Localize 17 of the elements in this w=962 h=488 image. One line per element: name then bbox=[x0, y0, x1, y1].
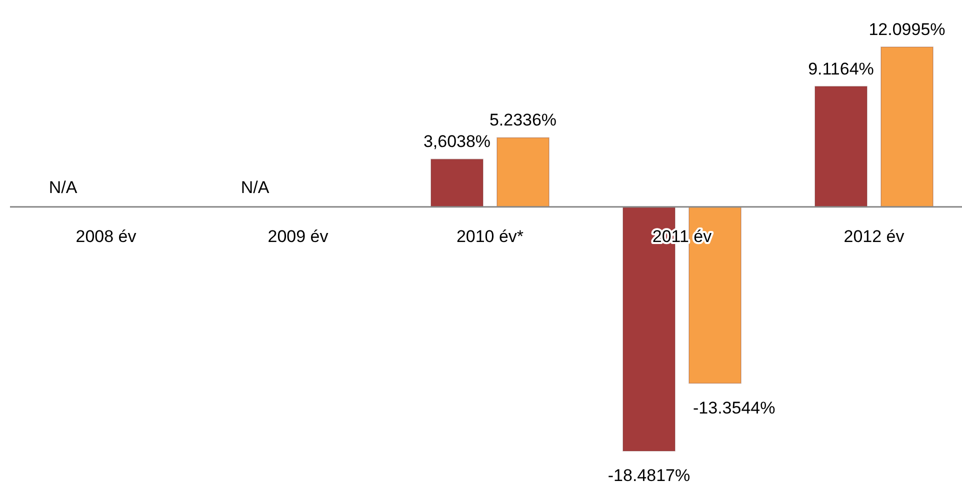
x-tick-label: 2008 év bbox=[76, 226, 137, 246]
bar bbox=[814, 86, 868, 208]
x-tick-label: 2012 év bbox=[844, 226, 905, 246]
text: N/A bbox=[48, 178, 78, 197]
data-label: 12.0995% bbox=[868, 20, 946, 39]
data-label: -13.3544% bbox=[693, 398, 776, 418]
bar bbox=[688, 206, 742, 384]
data-label: 9.1164% bbox=[808, 59, 874, 78]
x-tick-label: 2009 év bbox=[268, 226, 329, 246]
bar bbox=[496, 137, 550, 208]
data-label: 5.2336% bbox=[489, 110, 557, 130]
data-label: 3,6038% bbox=[423, 132, 491, 152]
bar bbox=[880, 46, 934, 208]
bar bbox=[430, 158, 484, 208]
x-tick-label: 2010 év* bbox=[456, 226, 524, 246]
text: N/A bbox=[240, 178, 270, 197]
data-label: -18.4817% bbox=[608, 466, 690, 485]
